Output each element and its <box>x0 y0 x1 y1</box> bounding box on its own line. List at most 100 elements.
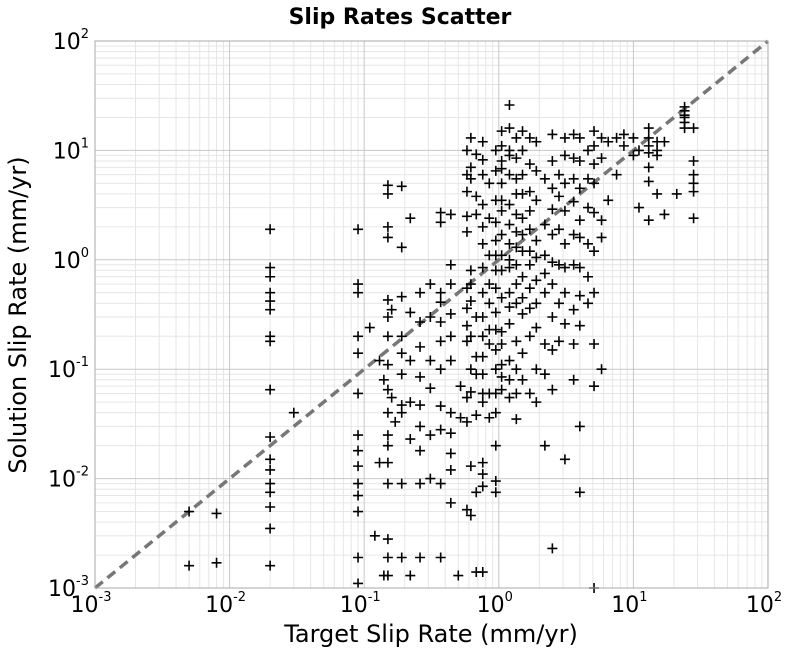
data-point <box>496 371 507 382</box>
data-point <box>445 497 456 508</box>
data-point <box>211 557 222 568</box>
data-point <box>531 165 542 176</box>
data-point <box>531 252 542 263</box>
data-point <box>511 336 522 347</box>
data-point <box>490 388 501 399</box>
data-point <box>496 163 507 174</box>
data-point <box>659 209 670 220</box>
data-point <box>504 100 515 111</box>
data-point <box>396 478 407 489</box>
data-point <box>589 207 600 218</box>
data-point <box>583 145 594 156</box>
x-tick-label: 10-3 <box>71 590 112 618</box>
data-point <box>511 242 522 253</box>
data-point <box>496 338 507 349</box>
data-point <box>553 224 564 235</box>
data-point <box>382 359 393 370</box>
data-point <box>679 123 690 134</box>
data-point <box>265 487 276 498</box>
data-point <box>643 147 654 158</box>
data-point <box>415 400 426 411</box>
data-point <box>477 136 488 147</box>
data-point <box>396 242 407 253</box>
data-point <box>596 153 607 164</box>
data-point <box>353 578 364 589</box>
data-point <box>471 410 482 421</box>
data-point <box>484 279 495 290</box>
data-point <box>490 324 501 335</box>
data-point <box>583 202 594 213</box>
data-point <box>643 162 654 173</box>
data-point <box>465 331 476 342</box>
data-point <box>477 481 488 492</box>
data-point <box>396 331 407 342</box>
data-point <box>633 202 644 213</box>
data-point <box>490 283 501 294</box>
data-point <box>461 416 472 427</box>
data-point <box>574 183 585 194</box>
data-point <box>531 322 542 333</box>
x-tick-label: 10-1 <box>340 590 381 618</box>
data-point <box>568 304 579 315</box>
data-point <box>659 136 670 147</box>
data-point <box>496 126 507 137</box>
data-point <box>461 504 472 515</box>
data-point <box>415 317 426 328</box>
data-point <box>265 432 276 443</box>
data-point <box>511 388 522 399</box>
data-point <box>396 552 407 563</box>
data-point <box>524 205 535 216</box>
data-point <box>415 287 426 298</box>
data-point <box>511 279 522 290</box>
data-point <box>568 229 579 240</box>
data-point <box>353 331 364 342</box>
data-point <box>353 552 364 563</box>
data-point <box>568 196 579 207</box>
data-point <box>461 226 472 237</box>
data-point <box>396 407 407 418</box>
data-point <box>568 153 579 164</box>
data-point <box>382 478 393 489</box>
data-point <box>504 392 515 403</box>
data-point <box>490 407 501 418</box>
data-point <box>511 226 522 237</box>
data-point <box>465 279 476 290</box>
data-point <box>382 294 393 305</box>
data-point <box>496 195 507 206</box>
data-point <box>353 287 364 298</box>
chart-title: Slip Rates Scatter <box>289 5 512 30</box>
y-tick-label: 10-1 <box>48 355 89 383</box>
data-point <box>504 169 515 180</box>
data-point <box>628 150 639 161</box>
data-point <box>445 407 456 418</box>
data-point <box>504 150 515 161</box>
data-point <box>583 173 594 184</box>
data-point <box>504 219 515 230</box>
data-point <box>425 312 436 323</box>
data-point <box>524 159 535 170</box>
data-point <box>583 238 594 249</box>
y-tick-label: 10-2 <box>48 465 89 493</box>
data-point <box>496 250 507 261</box>
data-point <box>517 292 528 303</box>
data-point <box>461 186 472 197</box>
data-point <box>652 150 663 161</box>
data-point <box>574 132 585 143</box>
data-point <box>547 229 558 240</box>
data-point <box>415 421 426 432</box>
data-point <box>445 448 456 459</box>
x-axis-label: Target Slip Rate (mm/yr) <box>283 620 578 648</box>
data-point <box>490 217 501 228</box>
data-point <box>574 290 585 301</box>
data-point <box>405 570 416 581</box>
data-point <box>353 490 364 501</box>
data-point <box>465 173 476 184</box>
data-point <box>517 374 528 385</box>
data-point <box>477 369 488 380</box>
x-tick-label: 10-2 <box>205 590 246 618</box>
data-point <box>589 126 600 137</box>
data-point <box>265 502 276 513</box>
data-point <box>559 262 570 273</box>
data-point <box>539 287 550 298</box>
